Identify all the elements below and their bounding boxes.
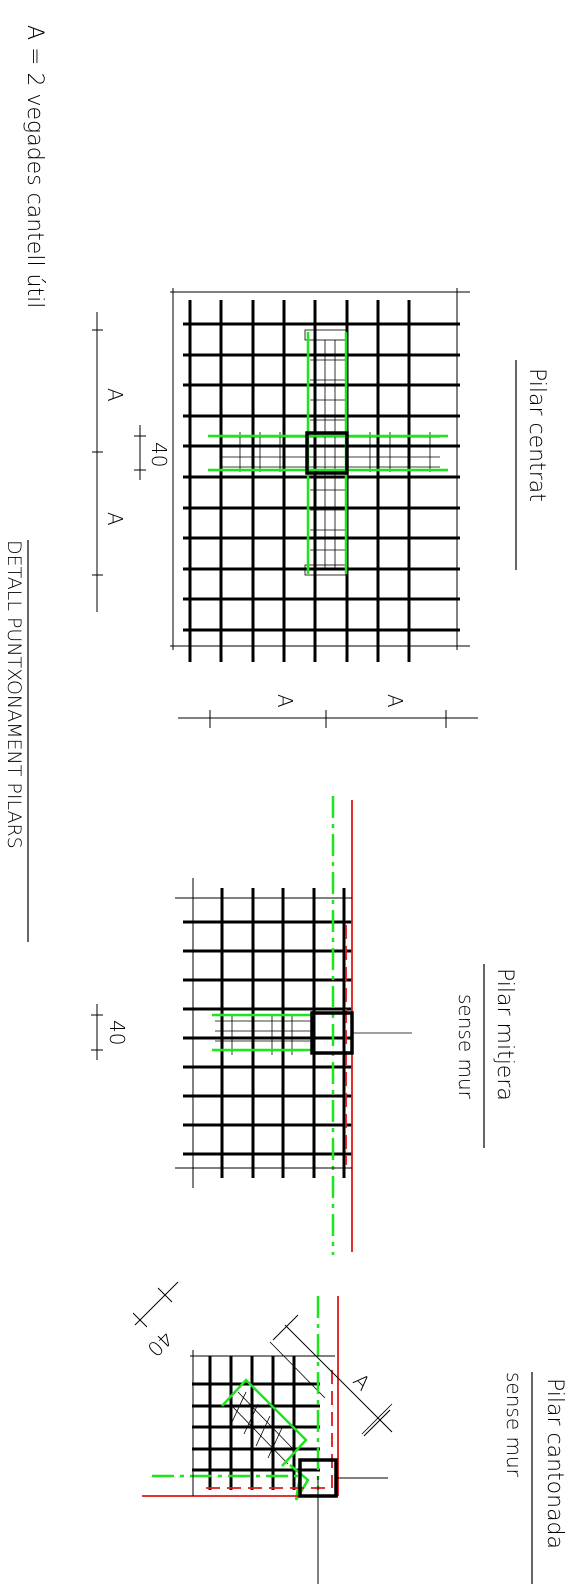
center-section: Pilar centrat [92,288,549,728]
general-note: A = 2 vegades cantell útil [22,25,47,308]
center-dim-bottom [178,710,478,728]
corner-dim-small-lines [132,1281,179,1328]
corner-subtitle: sense mur [502,1372,526,1478]
corner-dim-diag-lines [272,1314,393,1437]
corner-title: Pilar cantonada [542,1378,567,1549]
center-frame [170,288,470,650]
corner-frame [190,1350,388,1584]
sheet-title: DETALL PUNTXONAMENT PILARS [3,540,25,849]
center-mesh-horizontal [183,322,460,632]
middle-subtitle: sense mur [454,994,478,1100]
middle-dim [91,1004,103,1060]
corner-section: Pilar cantonada sense mur [132,1281,567,1584]
middle-frame [175,878,352,1188]
center-dim-small: 40 [147,442,171,467]
middle-title: Pilar mitjera [492,968,517,1101]
center-dim-bottom-1: A [273,694,297,708]
middle-mesh-horizontal [183,920,352,1156]
center-dim-left [92,312,146,612]
center-dim-left-2: A [103,512,127,526]
corner-mesh-vertical [208,1356,296,1490]
center-column [305,431,349,475]
center-title: Pilar centrat [524,368,549,502]
corner-dim-diag: A [348,1369,375,1396]
middle-column [310,1011,354,1055]
corner-punching-thin [229,1341,393,1465]
center-dim-bottom-2: A [383,694,407,708]
center-dim-left-1: A [103,388,127,402]
middle-mesh-vertical [220,888,346,1178]
corner-slab-edge [142,1296,339,1497]
middle-punching-thin [215,1015,412,1055]
corner-dim-small: 40 [142,1326,177,1361]
middle-punching-green [212,796,335,1255]
middle-dim-small: 40 [105,1020,129,1045]
middle-section: Pilar mitjera sense mur [91,796,517,1255]
